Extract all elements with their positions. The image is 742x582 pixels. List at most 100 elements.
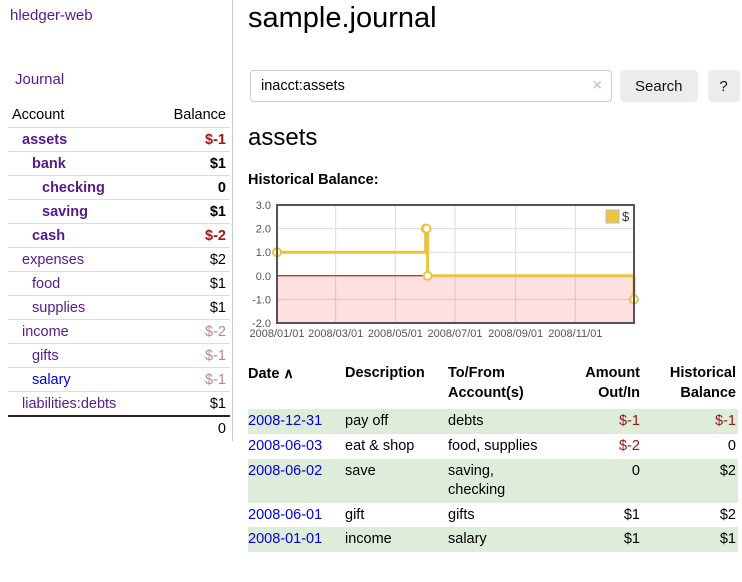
- transaction-balance: 0: [727, 437, 736, 454]
- legend-label: $: [622, 209, 630, 224]
- transaction-date-link[interactable]: 2008-12-31: [248, 413, 323, 430]
- account-balance: $-1: [205, 347, 226, 364]
- plot-border: [276, 204, 635, 324]
- account-row: liabilities:debts $1: [8, 391, 230, 417]
- account-name-cell: cash: [8, 224, 153, 248]
- register-table: Date ∧ Description To/From Account(s) Am…: [248, 362, 738, 553]
- account-link[interactable]: income: [22, 323, 69, 340]
- account-link[interactable]: salary: [32, 371, 71, 388]
- account-link[interactable]: supplies: [32, 299, 86, 316]
- y-tick-label: -1.0: [252, 294, 271, 306]
- account-row: cash $-2: [8, 223, 230, 248]
- y-tick-label: -2.0: [252, 318, 271, 330]
- account-link[interactable]: checking: [42, 179, 105, 196]
- help-button[interactable]: ?: [707, 70, 740, 102]
- page-title: sample.journal: [248, 2, 437, 34]
- transaction-description: pay off: [345, 413, 389, 430]
- account-row: bank $1: [8, 151, 230, 176]
- account-balance: $1: [209, 395, 226, 412]
- account-row: assets $-1: [8, 127, 230, 152]
- app-title-link[interactable]: hledger-web: [10, 7, 93, 24]
- balance-column-header: Historical Balance: [669, 365, 736, 401]
- negative-region: [277, 275, 634, 323]
- account-name-cell: expenses: [8, 248, 153, 272]
- x-tick-label: 2008/09/01: [488, 328, 543, 340]
- account-link[interactable]: cash: [32, 227, 66, 244]
- account-row: income $-2: [8, 319, 230, 344]
- transaction-row: 2008-01-01 income salary $1 $1: [248, 527, 738, 553]
- x-tick-label: 2008/11/01: [548, 328, 602, 340]
- account-link[interactable]: assets: [22, 131, 68, 148]
- transaction-date-link[interactable]: 2008-06-02: [248, 462, 323, 479]
- accounts-table: Account Balance assets $-1 bank $1 checking 0…: [8, 103, 230, 440]
- account-row: salary $-1: [8, 367, 230, 392]
- transaction-accounts: debts: [448, 413, 484, 430]
- transaction-accounts: food, supplies: [448, 437, 538, 454]
- transaction-row: 2008-12-31 pay off debts $-1 $-1: [248, 409, 738, 434]
- account-balance: $1: [209, 155, 226, 172]
- y-tick-label: 1.0: [256, 247, 271, 259]
- transaction-date-cell: 2008-12-31: [248, 409, 345, 434]
- transaction-description: eat & shop: [345, 437, 415, 454]
- register-header-row: Date ∧ Description To/From Account(s) Am…: [248, 362, 738, 409]
- account-link[interactable]: expenses: [22, 251, 85, 268]
- data-point-marker: [422, 270, 433, 281]
- transaction-date-cell: 2008-06-03: [248, 434, 345, 459]
- account-link[interactable]: liabilities:debts: [22, 395, 117, 412]
- sidebar-item-journal[interactable]: Journal: [15, 71, 65, 88]
- transaction-row: 2008-06-02 save saving, checking 0 $2: [248, 458, 738, 503]
- transaction-description: income: [345, 531, 392, 548]
- account-link[interactable]: bank: [32, 155, 66, 172]
- account-link[interactable]: gifts: [32, 347, 59, 364]
- amount-column-header: Amount Out/In: [585, 365, 640, 401]
- x-tick-label: 2008/01/01: [249, 328, 304, 340]
- data-point-marker: [421, 223, 432, 234]
- transaction-accounts: gifts: [448, 506, 475, 523]
- transaction-amount: $-2: [619, 437, 640, 454]
- transaction-balance: $-1: [715, 413, 736, 430]
- account-name-cell: salary: [8, 368, 153, 392]
- account-heading: assets: [248, 124, 318, 151]
- accounts-column-header: To/From Account(s): [448, 365, 524, 401]
- transaction-amount: $1: [623, 506, 640, 523]
- date-header-label: Date: [248, 366, 280, 382]
- accounts-total-row: 0: [8, 415, 230, 440]
- account-balance: 0: [217, 179, 226, 196]
- sort-ascending-icon: ∧: [283, 365, 294, 381]
- legend-swatch: [605, 209, 620, 224]
- account-balance: $-2: [205, 323, 226, 340]
- account-name-cell: food: [8, 272, 153, 296]
- search-form: × Search ?: [250, 70, 740, 102]
- transaction-row: 2008-06-03 eat & shop food, supplies $-2 0: [248, 434, 738, 459]
- transaction-date-cell: 2008-01-01: [248, 527, 345, 552]
- x-tick-label: 2008/07/01: [427, 328, 482, 340]
- date-column-header[interactable]: Date ∧: [248, 362, 345, 409]
- clear-search-icon[interactable]: ×: [592, 77, 602, 94]
- search-input[interactable]: [250, 70, 612, 102]
- x-tick-label: 2008/03/01: [308, 328, 363, 340]
- transaction-balance: $2: [719, 462, 736, 479]
- accounts-total-value: 0: [153, 415, 230, 440]
- account-balance: $-1: [205, 131, 226, 148]
- account-row: checking 0: [8, 175, 230, 200]
- account-name-cell: supplies: [8, 296, 153, 320]
- account-balance: $-1: [205, 371, 226, 388]
- transaction-row: 2008-06-01 gift gifts $1 $2: [248, 503, 738, 528]
- search-button[interactable]: Search: [620, 70, 698, 102]
- search-box: ×: [250, 70, 612, 102]
- account-link[interactable]: saving: [42, 203, 88, 220]
- account-row: food $1: [8, 271, 230, 296]
- transaction-date-link[interactable]: 2008-01-01: [248, 531, 323, 548]
- account-name-cell: checking: [8, 176, 153, 200]
- account-link[interactable]: food: [32, 275, 61, 292]
- transaction-amount: $-1: [619, 413, 640, 430]
- account-row: gifts $-1: [8, 343, 230, 368]
- account-row: saving $1: [8, 199, 230, 224]
- account-name-cell: saving: [8, 200, 153, 224]
- account-row: expenses $2: [8, 247, 230, 272]
- account-name-cell: liabilities:debts: [8, 392, 153, 417]
- accounts-total-spacer: [8, 415, 154, 440]
- transaction-date-link[interactable]: 2008-06-01: [248, 506, 323, 523]
- transaction-date-link[interactable]: 2008-06-03: [248, 437, 323, 454]
